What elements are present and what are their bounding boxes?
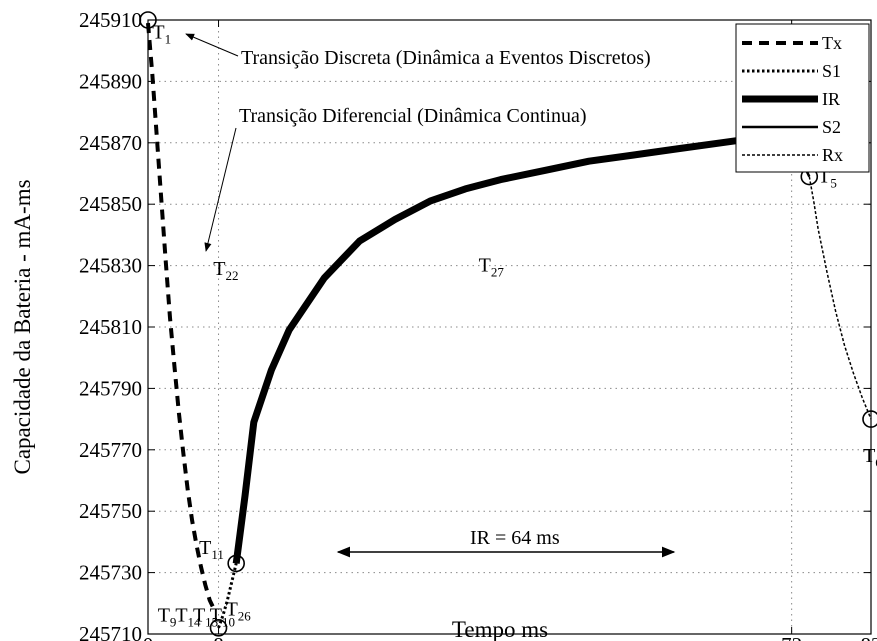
state-label-subscript: 15 (205, 615, 218, 630)
state-label-t6: T6 (863, 445, 877, 470)
x-tick-label: 0 (143, 633, 154, 641)
series-line-ir (232, 127, 793, 564)
y-axis-label: Capacidade da Bateria - mA-ms (10, 179, 35, 474)
legend-label-rx: Rx (822, 145, 843, 165)
state-label-subscript: 27 (491, 265, 505, 280)
x-tick-label: 82 (861, 633, 877, 641)
state-label-t1: T1 (152, 21, 171, 46)
y-tick-label: 245730 (79, 561, 142, 585)
y-tick-label: 245810 (79, 315, 142, 339)
state-label-t9: T9 (158, 605, 177, 630)
state-label-letter: T (210, 605, 222, 627)
state-label-t22: T22 (213, 258, 238, 283)
state-marker (227, 554, 245, 573)
state-label-t11: T11 (199, 537, 224, 562)
state-label-subscript: 11 (211, 547, 224, 562)
state-label-letter: T (479, 255, 491, 277)
arrow-differential-transition (204, 127, 237, 252)
legend-items: Tx S1 IR S2 Rx (742, 33, 843, 165)
state-label-letter: T (226, 599, 238, 621)
y-tick-label: 245890 (79, 69, 142, 93)
state-label-letter: T (863, 445, 875, 467)
state-label-subscript: 26 (238, 609, 252, 624)
annotation-discrete-transition: Transição Discreta (Dinâmica a Eventos D… (241, 47, 651, 69)
state-marker (209, 619, 228, 637)
state-label-t10: T10 (210, 605, 235, 630)
legend: Tx S1 IR S2 Rx (735, 23, 870, 173)
y-tick-label: 245710 (79, 622, 142, 641)
state-label-subscript: 9 (170, 615, 177, 630)
y-tick-label: 245830 (79, 254, 142, 278)
arrow-discrete-transition (185, 33, 239, 57)
state-label-t14: T14 (175, 605, 201, 630)
y-tick-label: 245870 (79, 131, 142, 155)
state-label-letter: T (175, 605, 187, 627)
legend-label-tx: Tx (822, 33, 842, 53)
state-label-subscript: 5 (830, 176, 837, 191)
state-marker (862, 410, 877, 428)
y-tick-label: 245770 (79, 438, 142, 462)
legend-label-s1: S1 (822, 61, 841, 81)
state-label-letter: T (213, 258, 225, 280)
x-tick-label: 8 (213, 633, 224, 641)
state-label-letter: T (158, 605, 170, 627)
x-axis-label: Tempo ms (452, 617, 548, 641)
series-line-rx (808, 176, 872, 420)
state-label-subscript: 1 (165, 31, 172, 46)
state-label-subscript: 10 (222, 615, 235, 630)
y-tick-label: 245750 (79, 499, 142, 523)
state-label-t15: T15 (193, 605, 218, 630)
state-label-letter: T (199, 537, 211, 559)
tick-layer: 245710 245730 245750 245770 245790 245810 2458… (79, 8, 877, 641)
state-label-letter: T (152, 21, 164, 43)
grid (148, 20, 871, 634)
state-label-subscript: 6 (875, 455, 877, 470)
y-tick-label: 245910 (79, 8, 142, 32)
state-label-subscript: 22 (225, 268, 238, 283)
state-label-subscript: 14 (188, 615, 202, 630)
annotation-differential-transition: Transição Diferencial (Dinâmica Continua… (239, 105, 586, 127)
state-label-letter: T (193, 605, 205, 627)
series-line-tx (146, 22, 216, 611)
state-label-t26: T26 (226, 599, 252, 624)
x-tick-label: 73 (781, 633, 802, 641)
y-tick-label: 245790 (79, 376, 142, 400)
y-tick-label: 245850 (79, 192, 142, 216)
ir-interval-label: IR = 64 ms (470, 527, 560, 549)
legend-label-ir: IR (822, 89, 840, 109)
state-label-t27: T27 (479, 255, 505, 280)
legend-label-s2: S2 (822, 117, 841, 137)
